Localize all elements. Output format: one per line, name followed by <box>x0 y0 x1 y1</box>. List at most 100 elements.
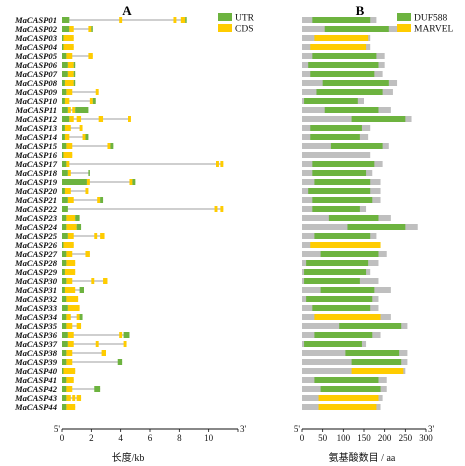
utr-block <box>62 197 68 203</box>
marvel-domain <box>314 314 381 320</box>
gene-row: MaCASP16 <box>14 150 73 160</box>
gene-label: MaCASP14 <box>14 132 58 142</box>
cds-block <box>79 125 83 131</box>
utr-block <box>85 134 89 140</box>
duf588-domain <box>320 386 381 392</box>
gene-row: MaCASP27 <box>14 249 90 259</box>
protein-row <box>302 62 385 68</box>
utr-block <box>62 359 67 365</box>
cds-block <box>85 251 90 257</box>
utr-block <box>62 314 67 320</box>
gene-row: MaCASP39 <box>14 357 123 367</box>
x-tick-label: 6 <box>148 433 153 443</box>
utr-block <box>79 314 83 320</box>
gene-row: MaCASP23 <box>14 213 80 223</box>
protein-row <box>302 17 377 23</box>
utr-block <box>62 206 68 212</box>
panel-b-protein-domains <box>302 17 418 410</box>
utr-block <box>73 80 76 86</box>
gene-row: MaCASP22 <box>14 204 224 214</box>
cds-block <box>220 206 224 212</box>
cds-block <box>85 188 89 194</box>
protein-row <box>302 98 364 104</box>
duf588-domain <box>312 305 371 311</box>
protein-row <box>302 350 408 356</box>
utr-block <box>62 341 68 347</box>
duf588-domain <box>316 89 383 95</box>
cds-block <box>66 224 77 230</box>
gene-label: MaCASP19 <box>14 177 58 187</box>
duf588-domain <box>330 143 383 149</box>
gene-row: MaCASP25 <box>14 231 105 241</box>
gene-label: MaCASP01 <box>14 15 57 25</box>
protein-row <box>302 368 406 374</box>
gene-row: MaCASP33 <box>14 303 80 313</box>
protein-row <box>302 233 377 239</box>
duf588-domain <box>314 179 371 185</box>
utr-block <box>62 107 68 113</box>
utr-block <box>62 152 64 158</box>
gene-row: MaCASP08 <box>14 78 76 88</box>
protein-row <box>302 107 391 113</box>
cds-block <box>67 341 74 347</box>
cds-block <box>64 287 76 293</box>
cds-block <box>66 296 79 302</box>
gene-row: MaCASP21 <box>14 195 104 205</box>
cds-block <box>66 89 73 95</box>
protein-row <box>302 152 371 158</box>
panel-a-x-axis: 0 2 4 6 8 10 5' 3' <box>54 424 247 443</box>
gene-label: MaCASP16 <box>14 150 58 160</box>
gene-label: MaCASP29 <box>14 267 58 277</box>
utr-block <box>75 107 89 113</box>
cds-block <box>67 71 74 77</box>
gene-label: MaCASP21 <box>14 195 57 205</box>
protein-row <box>302 71 383 77</box>
gene-label: MaCASP40 <box>14 366 58 376</box>
gene-row: MaCASP17 <box>14 159 224 169</box>
gene-label: MaCASP07 <box>14 69 58 79</box>
protein-row <box>302 197 381 203</box>
protein-row <box>302 296 379 302</box>
gene-row: MaCASP37 <box>14 339 127 349</box>
cds-block <box>128 116 131 122</box>
utr-block <box>62 53 67 59</box>
protein-row <box>302 206 367 212</box>
protein-row <box>302 260 379 266</box>
cds-block <box>66 143 73 149</box>
duf588-domain <box>314 377 379 383</box>
duf588-domain <box>312 17 371 23</box>
x-tick-label: 150 <box>357 433 371 443</box>
gene-label: MaCASP39 <box>14 357 58 367</box>
legend-label: UTR <box>235 14 255 24</box>
gene-row: MaCASP41 <box>14 375 74 385</box>
cds-block <box>123 341 127 347</box>
duf588-domain <box>304 278 360 284</box>
cds-block <box>66 53 73 59</box>
duf588-domain <box>347 224 406 230</box>
utr-block <box>62 260 67 266</box>
gene-row: MaCASP24 <box>14 222 82 232</box>
utr-block <box>62 89 67 95</box>
utr-block <box>62 125 65 131</box>
utr-block <box>75 215 80 221</box>
utr-block <box>62 143 67 149</box>
x-tick-label: 200 <box>378 433 392 443</box>
utr-block <box>62 251 67 257</box>
protein-row <box>302 386 387 392</box>
panel-a-label: A <box>122 3 132 18</box>
protein-row <box>302 89 393 95</box>
cds-block <box>214 206 218 212</box>
gene-row: MaCASP04 <box>14 42 74 52</box>
protein-row <box>302 278 379 284</box>
gene-row: MaCASP30 <box>14 276 108 286</box>
cds-block <box>66 161 70 167</box>
utr-block <box>62 224 67 230</box>
duf588-domain <box>320 251 379 257</box>
gene-label: MaCASP34 <box>14 312 58 322</box>
gene-label: MaCASP15 <box>14 141 58 151</box>
cds-block <box>66 404 76 410</box>
gene-row: MaCASP34 <box>14 312 83 322</box>
utr-block <box>62 350 67 356</box>
protein-row <box>302 377 387 383</box>
protein-row <box>302 314 391 320</box>
